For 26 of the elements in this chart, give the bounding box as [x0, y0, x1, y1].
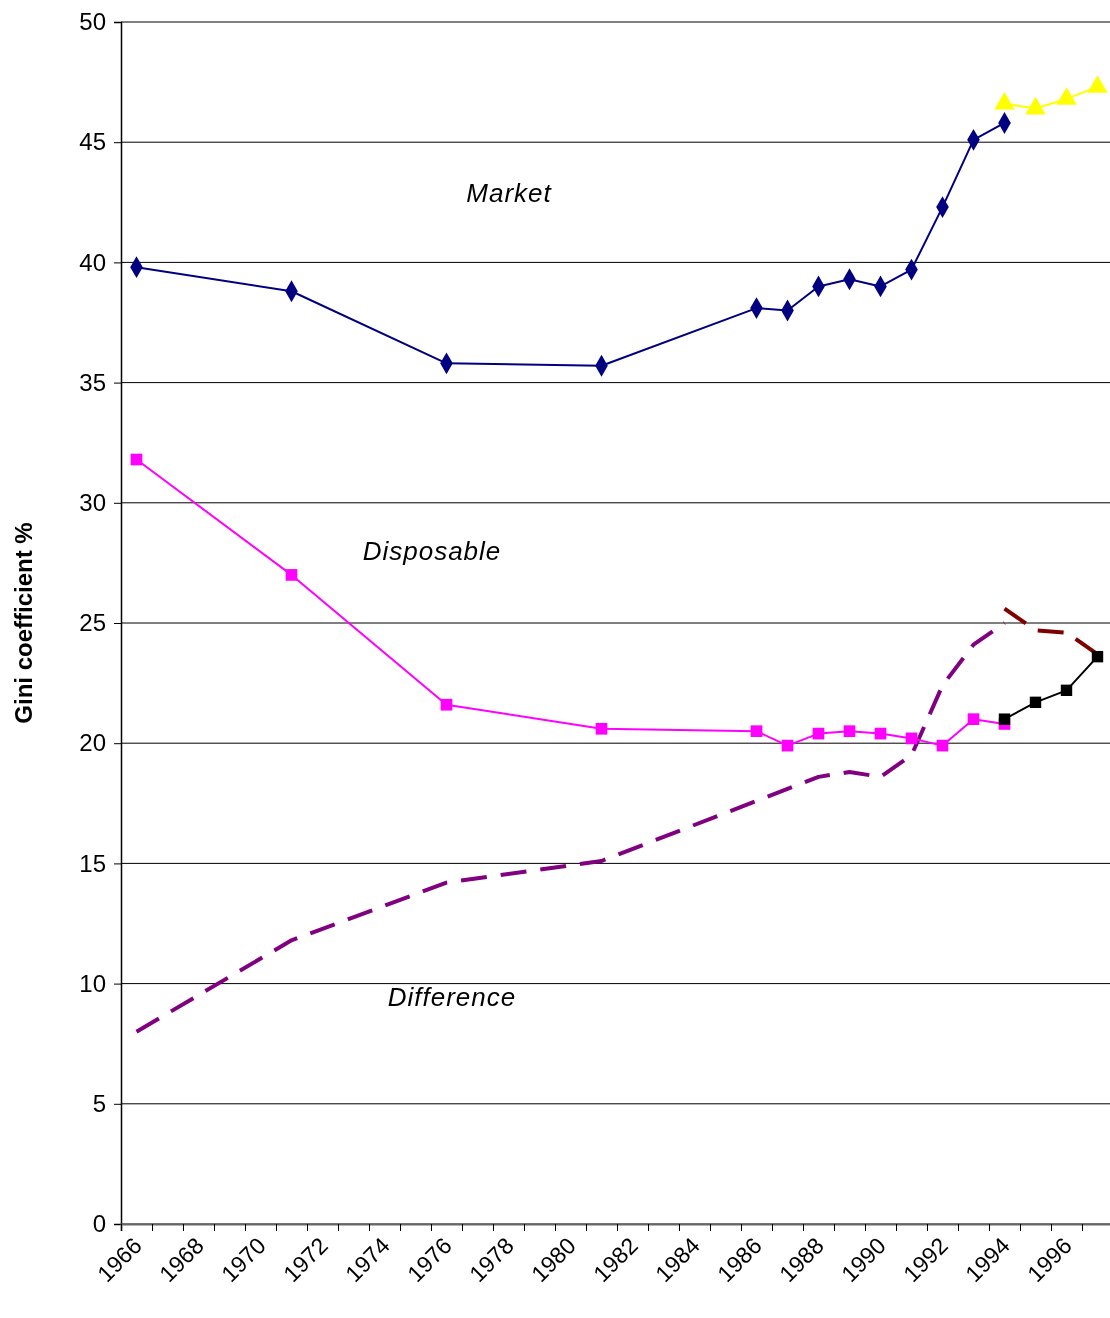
y-tick-label: 50 [79, 8, 106, 36]
point [750, 725, 763, 738]
annotation: Market [466, 177, 553, 208]
point [843, 725, 856, 738]
point [1029, 696, 1042, 709]
y-tick-label: 40 [79, 248, 106, 276]
point [998, 713, 1011, 725]
y-tick-label: 15 [79, 849, 106, 877]
line-series [134, 621, 1007, 1034]
point [1060, 684, 1073, 697]
y-tick-label: 0 [92, 1210, 106, 1238]
y-tick-label: 25 [79, 609, 106, 637]
y-tick-label: 20 [79, 729, 106, 757]
y-tick-label: 10 [79, 969, 106, 997]
point [967, 713, 980, 725]
y-axis-title: Gini coefficient % [10, 522, 37, 724]
y-tick-label: 30 [79, 488, 106, 516]
point [440, 698, 453, 711]
y-tick-label: 35 [79, 368, 106, 396]
y-tick-label: 5 [92, 1089, 106, 1117]
point [1091, 650, 1104, 663]
point [285, 569, 298, 581]
annotation: Disposable [362, 535, 502, 566]
point [595, 722, 608, 735]
y-tick-label: 45 [79, 128, 106, 156]
annotation: Difference [387, 981, 517, 1012]
